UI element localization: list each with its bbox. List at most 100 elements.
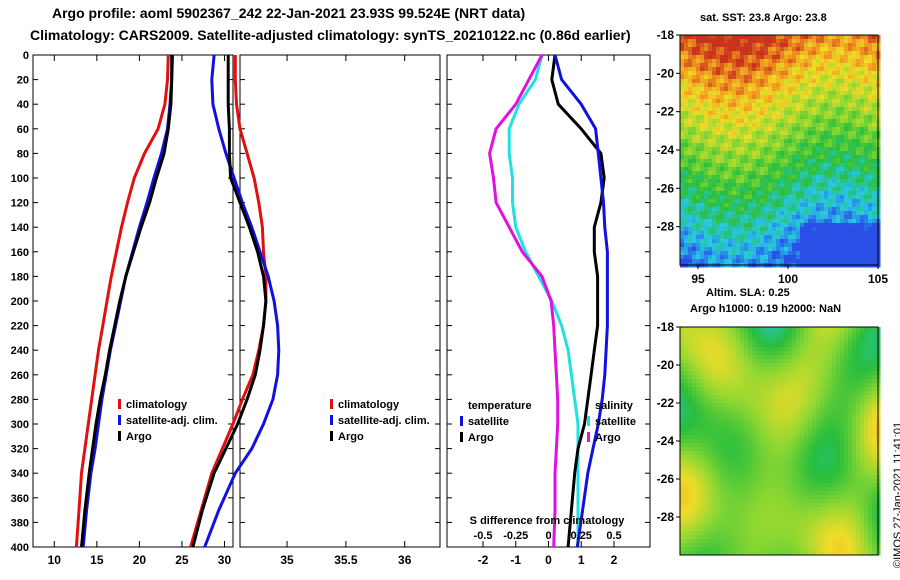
panel-salinity_profile: 35 35.5 36 climatology satellite-adj. clim. A…: [189, 54, 441, 567]
sla-map-lat-label: -26: [657, 472, 675, 486]
sla-map-lat-label: -18: [657, 320, 675, 334]
sla-map-lat-label: -20: [657, 358, 675, 372]
y-tick-label: 380: [11, 517, 29, 529]
secondary-tick-label: -0.25: [503, 530, 528, 542]
sst-map-lat-label: -18: [657, 28, 675, 42]
x-tick-label: 0: [545, 553, 552, 567]
secondary-axis-label: S difference from climatology: [470, 515, 626, 527]
x-tick-label: 30: [218, 553, 232, 567]
sst-map-lat-label: -24: [657, 143, 675, 157]
sst-map-lon-label: 105: [868, 272, 888, 286]
sst-map-lat-label: -26: [657, 181, 675, 195]
legend-label: satellite-adj. clim.: [338, 415, 430, 427]
legend-label: Argo: [338, 431, 364, 443]
figure-title-line1: Argo profile: aoml 5902367_242 22-Jan-20…: [52, 5, 526, 21]
series-argo: [191, 55, 268, 548]
y-tick-label: 0: [23, 50, 29, 62]
y-tick-label: 100: [11, 173, 29, 185]
y-tick-label: 20: [17, 75, 29, 87]
legend-group-title: temperature: [468, 400, 532, 412]
y-tick-label: 400: [11, 542, 29, 554]
series-climatology: [74, 54, 170, 548]
sla-heatmap: [679, 326, 881, 556]
legend-label: satellite: [595, 416, 636, 428]
y-tick-label: 320: [11, 444, 29, 456]
figure-title-line2: Climatology: CARS2009. Satellite-adjuste…: [30, 27, 631, 43]
sst-map-lat-label: -22: [657, 105, 675, 119]
legend-swatch: [460, 432, 463, 442]
argo-height-label: Argo h1000: 0.19 h2000: NaN: [690, 303, 842, 315]
series-satellite-adj-clim-: [203, 54, 281, 548]
panel-frame: [239, 54, 441, 548]
secondary-tick-label: -0.5: [474, 530, 493, 542]
legend-swatch: [330, 431, 333, 441]
y-tick-label: 140: [11, 222, 29, 234]
x-tick-label: 36: [398, 553, 412, 567]
series-salinity-satellite: [488, 54, 560, 548]
y-tick-label: 300: [11, 419, 29, 431]
y-tick-label: 200: [11, 296, 29, 308]
altim-sla-label: Altim. SLA: 0.25: [706, 287, 790, 299]
x-tick-label: 25: [175, 553, 189, 567]
sla-map-lat-label: -24: [657, 434, 675, 448]
secondary-tick-label: 0: [545, 530, 551, 542]
y-tick-label: 240: [11, 345, 29, 357]
sst-map-lon-label: 95: [691, 272, 705, 286]
legend-label: Argo: [595, 432, 621, 444]
legend-swatch: [330, 415, 333, 425]
y-tick-label: 360: [11, 493, 29, 505]
x-tick-label: 20: [133, 553, 147, 567]
panel-temperature_profile: 10 15 20 25 30020406080100120140160180200220…: [11, 50, 234, 567]
y-tick-label: 260: [11, 370, 29, 382]
sla-map-lat-label: -28: [657, 510, 675, 524]
x-tick-label: -2: [478, 553, 489, 567]
legend-label: Argo: [468, 432, 494, 444]
legend-swatch: [587, 432, 590, 442]
sst-map-lat-label: -20: [657, 66, 675, 80]
legend-swatch: [118, 415, 121, 425]
y-tick-label: 220: [11, 321, 29, 333]
panel-frame: [32, 54, 234, 548]
y-tick-label: 160: [11, 247, 29, 259]
legend-swatch: [330, 399, 333, 409]
imos-credit: ©IMOS 27-Jan-2021 11:41:01: [892, 421, 900, 568]
x-tick-label: 2: [611, 553, 618, 567]
y-tick-label: 120: [11, 198, 29, 210]
legend-label: satellite: [468, 416, 509, 428]
y-tick-label: 60: [17, 124, 29, 136]
panel-frame: [446, 54, 651, 548]
sst-map-lon-label: 100: [778, 272, 798, 286]
sst-map-lat-label: -28: [657, 220, 675, 234]
legend-swatch: [587, 416, 590, 426]
legend-label: satellite-adj. clim.: [126, 415, 218, 427]
y-tick-label: 180: [11, 271, 29, 283]
series-argo: [80, 55, 174, 548]
series-temperature-satellite: [507, 54, 580, 547]
secondary-tick-label: 0.25: [571, 530, 592, 542]
x-tick-label: -1: [510, 553, 521, 567]
x-tick-label: 10: [48, 553, 62, 567]
x-tick-label: 35: [280, 553, 294, 567]
y-tick-label: 40: [17, 99, 29, 111]
sst-heatmap: [679, 34, 881, 268]
legend-group-title: salinity: [595, 400, 634, 412]
legend-label: Argo: [126, 431, 152, 443]
legend-swatch: [118, 399, 121, 409]
y-tick-label: 280: [11, 394, 29, 406]
panel-difference_from_climatology: -2 -1 0 1 2 temperature satellite Argo salinity s…: [446, 54, 651, 567]
sla-map-lat-label: -22: [657, 396, 675, 410]
x-tick-label: 35.5: [334, 553, 358, 567]
y-tick-label: 80: [17, 148, 29, 160]
secondary-tick-label: 0.5: [606, 530, 621, 542]
legend-swatch: [118, 431, 121, 441]
series-temperature-argo: [550, 54, 606, 548]
legend-swatch: [460, 416, 463, 426]
y-tick-label: 340: [11, 468, 29, 480]
legend-label: climatology: [126, 399, 188, 411]
x-tick-label: 15: [90, 553, 104, 567]
series-salinity-argo: [553, 54, 609, 548]
legend-label: climatology: [338, 399, 400, 411]
x-tick-label: 1: [578, 553, 585, 567]
